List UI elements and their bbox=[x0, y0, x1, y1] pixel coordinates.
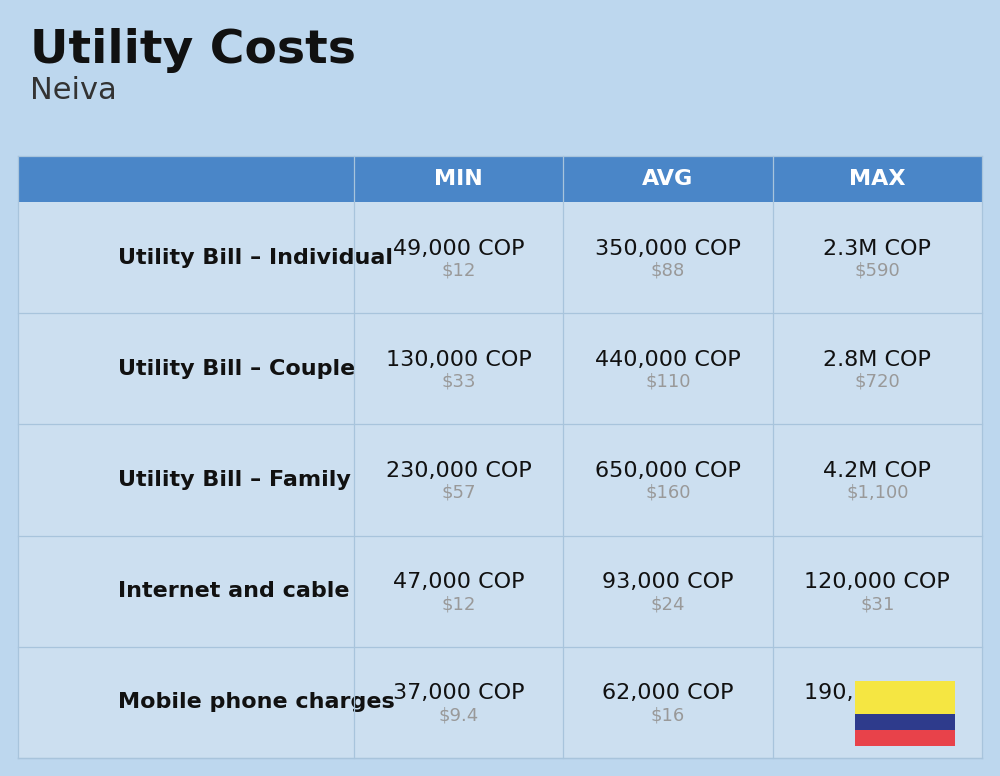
Text: MAX: MAX bbox=[849, 169, 906, 189]
Text: $12: $12 bbox=[441, 595, 476, 613]
Text: 440,000 COP: 440,000 COP bbox=[595, 350, 741, 370]
Text: Utility Bill – Individual: Utility Bill – Individual bbox=[118, 248, 393, 268]
Text: $16: $16 bbox=[651, 706, 685, 725]
Text: $57: $57 bbox=[441, 484, 476, 502]
Text: $1,100: $1,100 bbox=[846, 484, 909, 502]
Text: 190,000 COP: 190,000 COP bbox=[804, 684, 950, 703]
Text: 49,000 COP: 49,000 COP bbox=[393, 238, 524, 258]
Text: 2.3M COP: 2.3M COP bbox=[823, 238, 931, 258]
Text: 350,000 COP: 350,000 COP bbox=[595, 238, 741, 258]
Text: MIN: MIN bbox=[434, 169, 483, 189]
Text: $720: $720 bbox=[854, 372, 900, 391]
Text: 130,000 COP: 130,000 COP bbox=[386, 350, 532, 370]
Bar bbox=[18, 156, 982, 202]
Bar bbox=[18, 424, 982, 535]
Text: $160: $160 bbox=[645, 484, 691, 502]
Text: 62,000 COP: 62,000 COP bbox=[602, 684, 734, 703]
Text: $33: $33 bbox=[441, 372, 476, 391]
Text: Utility Costs: Utility Costs bbox=[30, 28, 356, 73]
Text: $12: $12 bbox=[441, 262, 476, 279]
Text: $110: $110 bbox=[645, 372, 691, 391]
FancyBboxPatch shape bbox=[855, 681, 955, 746]
Bar bbox=[855, 681, 955, 713]
Text: Utility Bill – Family: Utility Bill – Family bbox=[118, 470, 351, 490]
Text: 47,000 COP: 47,000 COP bbox=[393, 572, 524, 592]
Text: Utility Bill – Couple: Utility Bill – Couple bbox=[118, 359, 355, 379]
Text: Internet and cable: Internet and cable bbox=[118, 581, 350, 601]
Text: 230,000 COP: 230,000 COP bbox=[386, 461, 532, 481]
Text: AVG: AVG bbox=[642, 169, 694, 189]
Bar bbox=[18, 535, 982, 647]
Bar bbox=[855, 729, 955, 746]
Text: 37,000 COP: 37,000 COP bbox=[393, 684, 524, 703]
Text: $24: $24 bbox=[651, 595, 685, 613]
Text: Mobile phone charges: Mobile phone charges bbox=[118, 692, 395, 712]
Text: $88: $88 bbox=[651, 262, 685, 279]
Text: 120,000 COP: 120,000 COP bbox=[804, 572, 950, 592]
Text: 650,000 COP: 650,000 COP bbox=[595, 461, 741, 481]
Bar bbox=[855, 713, 955, 729]
Bar bbox=[18, 202, 982, 314]
Bar bbox=[18, 647, 982, 758]
Text: $31: $31 bbox=[860, 595, 895, 613]
Text: $47: $47 bbox=[860, 706, 895, 725]
Text: 2.8M COP: 2.8M COP bbox=[823, 350, 931, 370]
Text: Neiva: Neiva bbox=[30, 76, 117, 105]
Text: 93,000 COP: 93,000 COP bbox=[602, 572, 734, 592]
Bar bbox=[18, 314, 982, 424]
Text: 4.2M COP: 4.2M COP bbox=[823, 461, 931, 481]
Text: $590: $590 bbox=[854, 262, 900, 279]
Text: $9.4: $9.4 bbox=[439, 706, 479, 725]
